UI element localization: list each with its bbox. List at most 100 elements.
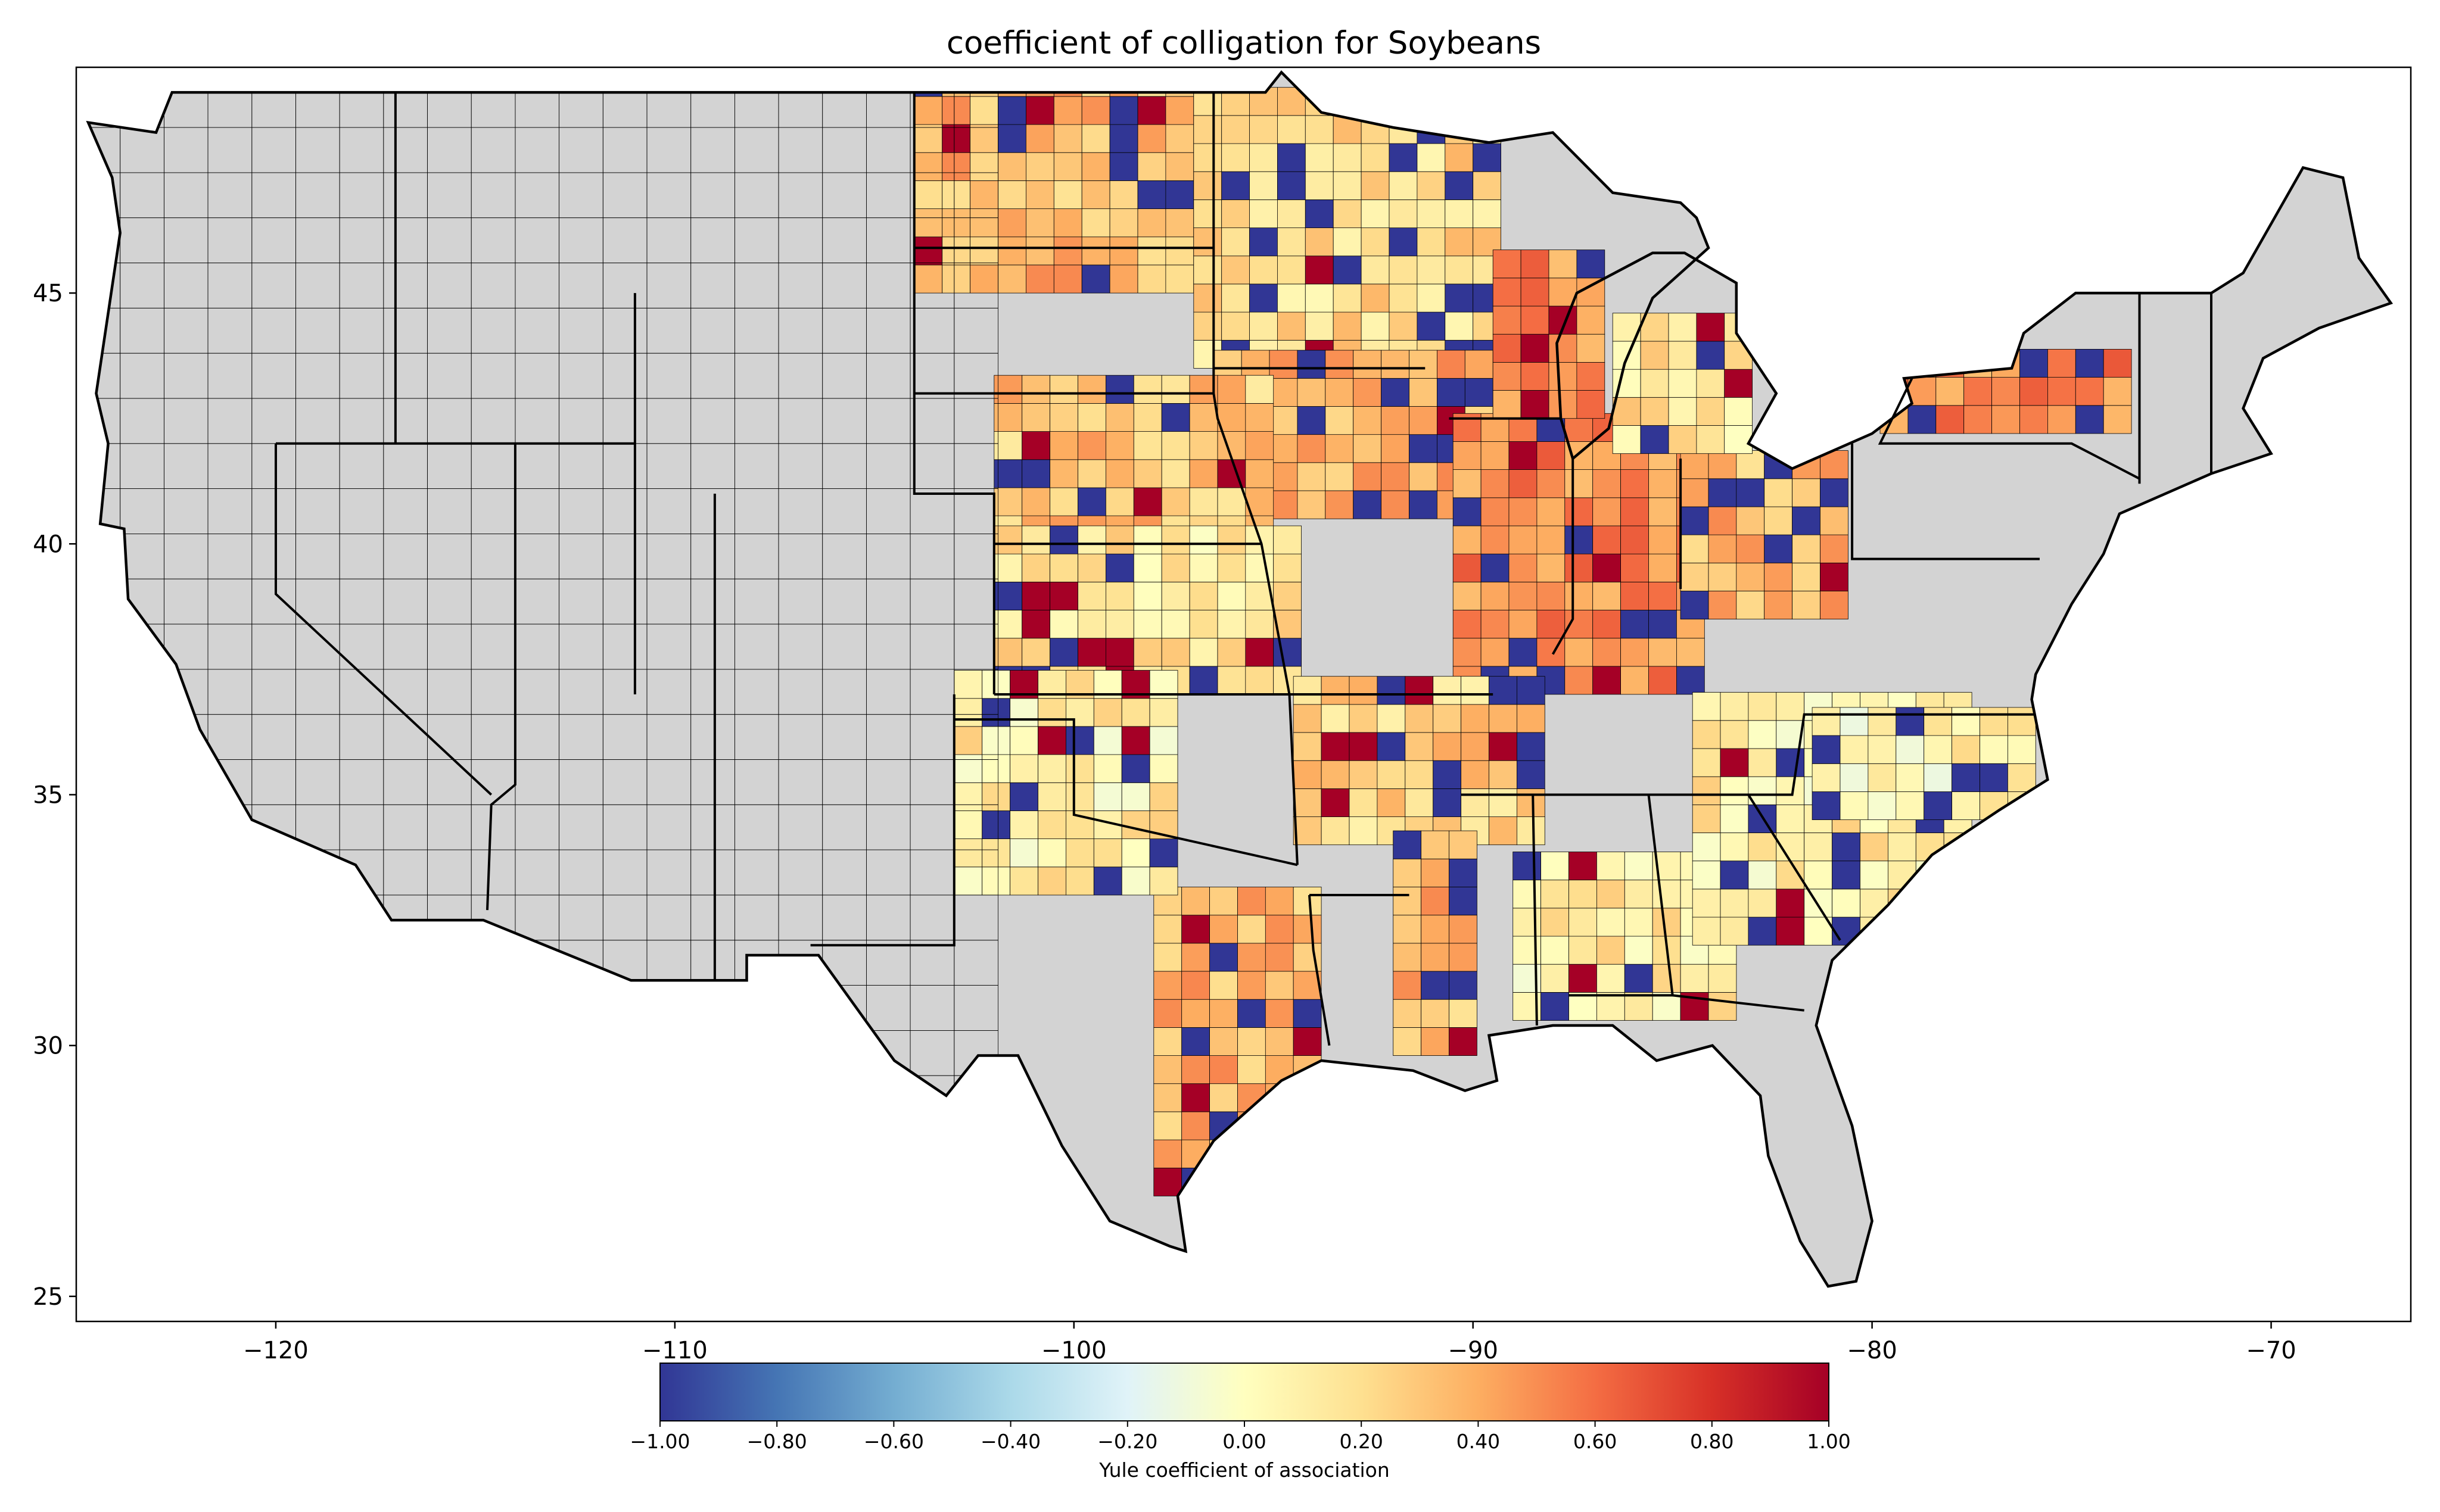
state-border [810,694,956,947]
county-cell [1708,992,1737,1021]
county-cell [1393,1027,1421,1056]
county-cell [1106,487,1134,516]
county-cell [1050,375,1078,404]
county-cell [1624,992,1653,1021]
county-cell [1540,964,1569,993]
y-tick-label: 30 [33,1033,63,1060]
county-cell [1935,405,1965,434]
county-cell [1620,497,1649,526]
county-cell [1161,525,1190,554]
county-cell [1325,490,1354,519]
county-cell [1078,375,1106,404]
county-cell [1536,525,1566,554]
county-cell [942,236,970,266]
county-cell [1492,361,1521,391]
county-cell [1935,377,1965,406]
county-cell [914,264,943,294]
us-outline [86,70,2394,1288]
county-cell [1409,490,1437,519]
y-tick-label: 35 [33,781,63,809]
county-cell [1596,908,1625,937]
county-cell [1724,369,1753,398]
county-cell [954,866,983,896]
county-cell [1333,255,1362,285]
county-cell [1640,369,1669,398]
county-cell [1297,378,1326,407]
county-cell [1321,704,1350,733]
county-cell [1245,403,1274,432]
county-cell [1648,525,1677,554]
county-cell [1452,638,1482,667]
county-cell [1293,704,1322,733]
county-cell [1381,462,1409,491]
county-cell [1596,936,1625,965]
county-cell [994,375,1023,404]
county-cell [1840,735,1869,764]
county-cell [1736,562,1765,591]
county-cell [1106,431,1134,460]
county-cell [1293,760,1322,789]
county-cell [1121,810,1150,840]
county-cell [1980,763,2008,792]
county-cell [1305,227,1334,257]
county-cell [1081,208,1110,238]
county-cell [1592,638,1621,667]
county-cell [1516,704,1545,733]
county-cell [970,152,998,181]
county-cell [1137,264,1166,294]
county-cell [1548,250,1577,279]
county-cell [1393,943,1421,972]
county-cell [1592,553,1621,582]
county-cell [1237,1027,1266,1056]
county-cell [1149,866,1178,896]
county-cell [1109,180,1138,209]
county-cell [1480,525,1510,554]
x-tick-label: −80 [1847,1337,1897,1364]
county-cell [1245,610,1274,639]
county-cell [1648,666,1677,695]
county-cell [1512,880,1541,909]
county-cell [1820,591,1848,620]
county-cell [1109,152,1138,181]
county-cell [1193,311,1222,341]
county-cell [1480,553,1510,582]
county-cell [942,264,970,294]
county-cell [1692,720,1721,749]
county-cell [1620,666,1649,695]
county-cell [1209,1083,1238,1112]
colorbar-tick-label: 0.60 [1573,1430,1617,1453]
colorbar-tick-label: 0.20 [1339,1430,1383,1453]
county-cell [1361,171,1390,200]
county-cell [1776,776,1805,805]
county-cell [1991,405,2020,434]
county-cell [1305,115,1334,144]
county-cell [1149,754,1178,783]
county-cell [1305,199,1334,228]
county-cell [1165,124,1194,153]
county-cell [1361,311,1390,341]
county-cell [1349,816,1378,846]
county-cell [1153,1167,1182,1196]
county-cell [1209,1027,1238,1056]
county-cell [1149,726,1178,755]
county-cell [1010,782,1038,811]
county-cell [1153,1139,1182,1168]
county-cell [1245,666,1274,695]
county-cell [1887,833,1916,862]
county-cell [1349,732,1378,761]
x-tick-label: −110 [642,1337,708,1364]
county-cell [1620,581,1649,610]
county-cell [1010,810,1038,840]
county-cell [1445,227,1474,257]
county-cell [994,581,1023,610]
county-cell [1109,236,1138,266]
county-cell [1748,889,1777,918]
county-cell [1489,816,1517,846]
county-cell [1680,478,1709,507]
county-cell [982,838,1010,868]
county-cell [1209,971,1238,1000]
county-cell [2075,405,2104,434]
county-cell [1081,152,1110,181]
county-cell [1022,403,1050,432]
county-cell [1536,553,1566,582]
